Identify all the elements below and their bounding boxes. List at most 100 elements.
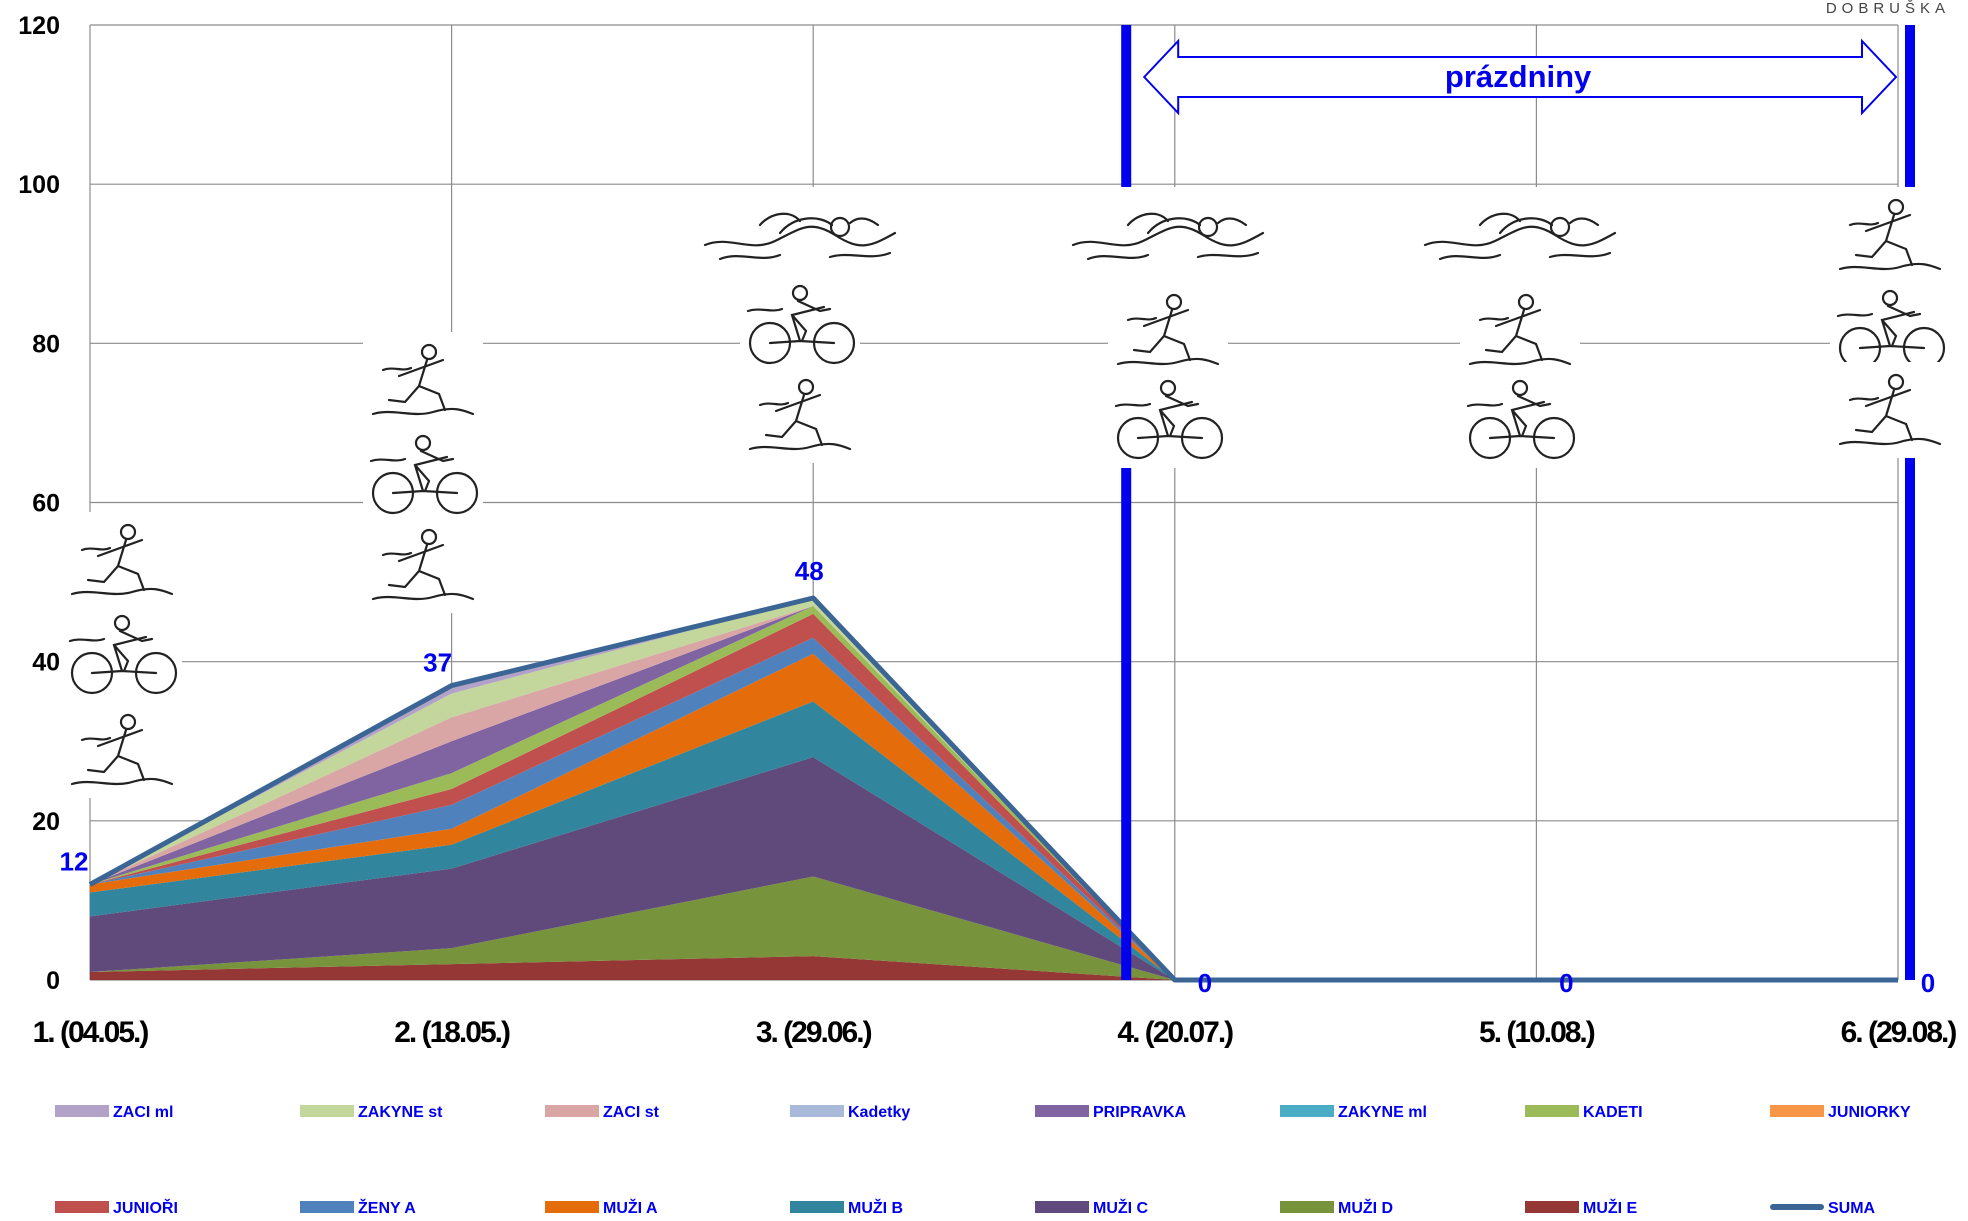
legend-label: MUŽI C <box>1093 1198 1149 1216</box>
y-tick-label: 80 <box>32 330 60 358</box>
y-tick-label: 0 <box>46 967 60 995</box>
legend-label: MUŽI A <box>603 1198 658 1216</box>
swimmer-waves <box>1423 225 1617 261</box>
legend-swatch <box>300 1105 354 1117</box>
suma-data-label: 48 <box>795 556 824 586</box>
cyclist-wheel-rear <box>371 471 415 515</box>
holiday-start-marker <box>1121 25 1132 980</box>
legend-label: JUNIOŘI <box>113 1198 178 1216</box>
swimmer-head <box>1197 216 1219 238</box>
runner-head <box>1887 373 1905 391</box>
y-tick-label: 60 <box>32 490 60 518</box>
cyclist-wheel-front <box>134 651 178 695</box>
swimmer-icon <box>1071 212 1265 261</box>
legend-swatch <box>1035 1105 1089 1117</box>
motion-lines <box>1116 316 1220 366</box>
motion-lines <box>70 546 174 596</box>
motion-lines <box>1838 221 1942 271</box>
suma-data-label: 0 <box>1198 968 1212 998</box>
runner-body <box>387 543 447 597</box>
swimmer-body <box>758 212 880 235</box>
legend-label: ZAKYNE st <box>358 1104 443 1121</box>
legend-swatch <box>55 1201 109 1213</box>
runner-icon <box>1838 373 1942 446</box>
runner-body <box>764 393 824 447</box>
suma-data-label: 37 <box>423 648 452 678</box>
area-series-muži-d <box>90 876 1898 980</box>
swimmer-head <box>829 216 851 238</box>
runner-head <box>420 343 438 361</box>
runner-head <box>420 528 438 546</box>
area-series-ženy-a <box>90 637 1898 980</box>
cyclist-body <box>68 629 158 675</box>
y-tick-label: 40 <box>32 649 60 677</box>
runner-body <box>1854 213 1914 267</box>
cyclist-wheel-rear <box>1468 416 1512 460</box>
cyclist-head <box>1881 289 1899 307</box>
runner-icon <box>70 713 174 786</box>
legend-swatch <box>1280 1201 1334 1213</box>
runner-head <box>1165 293 1183 311</box>
area-series-muži-e <box>90 956 1898 980</box>
runner-body <box>1854 388 1914 442</box>
holiday-end-marker <box>1905 25 1915 980</box>
cyclist-head <box>1511 379 1529 397</box>
cyclist-body <box>746 299 836 345</box>
cyclist-wheel-front <box>435 471 479 515</box>
legend-swatch <box>1525 1105 1579 1117</box>
suma-data-label: 12 <box>60 847 89 877</box>
runner-head <box>119 713 137 731</box>
icon-background <box>1048 187 1288 283</box>
swimmer-waves <box>1071 225 1265 261</box>
cyclist-icon <box>68 614 178 695</box>
cyclist-wheel-rear <box>748 321 792 365</box>
area-series-muži-c <box>90 757 1898 980</box>
legend-label: KADETI <box>1583 1104 1643 1121</box>
runner-icon <box>1468 293 1572 366</box>
legend-label: PRIPRAVKA <box>1093 1104 1186 1121</box>
legend-swatch <box>790 1105 844 1117</box>
motion-lines <box>371 366 475 416</box>
legend-label: SUMA <box>1828 1200 1876 1216</box>
suma-data-label: 0 <box>1559 968 1573 998</box>
cyclist-wheel-front <box>1180 416 1224 460</box>
cyclist-icon <box>746 284 856 365</box>
cyclist-icon <box>1836 289 1946 370</box>
legend-swatch <box>545 1201 599 1213</box>
cyclist-wheel-rear <box>70 651 114 695</box>
cyclist-icon <box>1114 379 1224 460</box>
x-tick-label: 2. (18.05.) <box>394 1016 510 1049</box>
cyclist-wheel-rear <box>1116 416 1160 460</box>
swimmer-body <box>1478 212 1600 235</box>
cyclist-head <box>1159 379 1177 397</box>
brand-logo-text: DOBRUŠKA <box>1825 0 1950 17</box>
legend-swatch <box>545 1105 599 1117</box>
swimmer-head <box>1549 216 1571 238</box>
cyclist-body <box>369 449 459 495</box>
swimmer-icon <box>1423 212 1617 261</box>
legend-swatch <box>1770 1105 1824 1117</box>
legend-label: MUŽI E <box>1583 1198 1638 1216</box>
icon-background <box>1400 187 1640 283</box>
swimmer-icon <box>703 212 897 261</box>
cyclist-body <box>1114 394 1204 440</box>
x-tick-label: 4. (20.07.) <box>1117 1016 1233 1049</box>
x-tick-label: 6. (29.08.) <box>1841 1016 1957 1049</box>
motion-lines <box>748 401 852 451</box>
legend-swatch <box>300 1201 354 1213</box>
legend-label: ZACI st <box>603 1104 660 1121</box>
runner-icon <box>1838 198 1942 271</box>
runner-body <box>387 358 447 412</box>
motion-lines <box>1468 316 1572 366</box>
cyclist-head <box>791 284 809 302</box>
legend-swatch <box>1280 1105 1334 1117</box>
legend-label: ZACI ml <box>113 1104 173 1121</box>
runner-icon <box>371 528 475 601</box>
runner-icon <box>70 523 174 596</box>
x-tick-label: 1. (04.05.) <box>33 1016 149 1049</box>
runner-icon <box>1116 293 1220 366</box>
suma-line <box>88 595 1898 983</box>
cyclist-head <box>414 434 432 452</box>
